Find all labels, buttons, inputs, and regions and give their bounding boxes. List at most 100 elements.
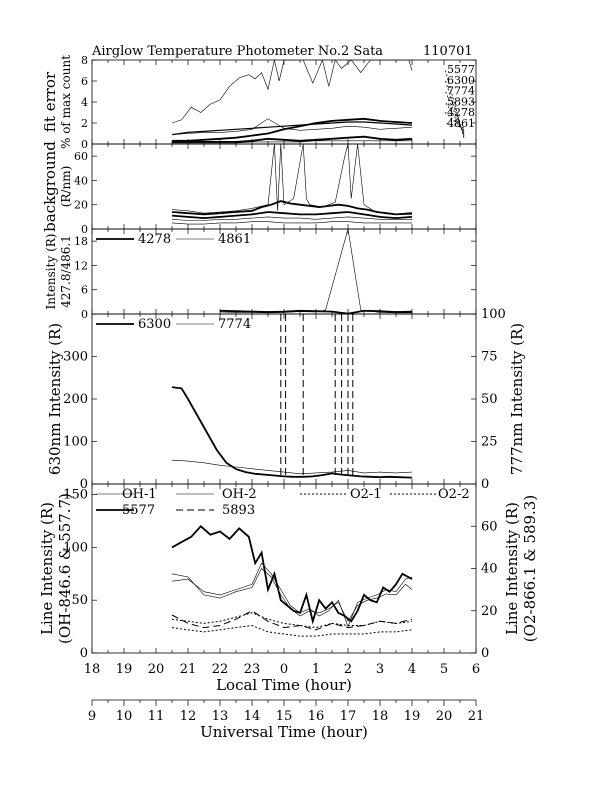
panel-fit: 0 2 4 6 8 fit error% of max count 557763007774…: [41, 54, 477, 151]
y-tick-right-label: 100: [481, 307, 506, 322]
y-tick-right-label: 50: [481, 392, 498, 407]
y-tick-right-label: 60: [481, 519, 498, 534]
y-axis-label-2: (R/nm): [59, 166, 73, 208]
series-line-6300: [171, 144, 412, 215]
x-tick-label-ut: 9: [88, 709, 96, 724]
y-tick-label: 12: [74, 259, 88, 272]
panel-frame: [91, 59, 477, 145]
series-group: [171, 525, 413, 637]
panel-frame: [91, 313, 477, 485]
y-tick-label: 300: [63, 350, 88, 365]
y-axis-label: fit error: [41, 71, 59, 132]
x-axis-label-local: Local Time (hour): [216, 676, 352, 694]
x-tick-label-local: 23: [244, 662, 261, 677]
series-line-4861: [172, 140, 412, 144]
y-tick-label: 4: [81, 96, 88, 109]
y-tick-label: 0: [80, 477, 88, 492]
x-tick-label-local: 0: [280, 662, 288, 677]
y-tick-label: 0: [81, 308, 88, 321]
legend-label: 7774: [218, 317, 251, 332]
x-tick-label-local: 4: [408, 662, 416, 677]
legend-label: 5893: [447, 95, 475, 108]
x-tick-label-local: 2: [344, 662, 352, 677]
panel-bg: 0 20 40 60 background (R/nm): [41, 141, 477, 236]
x-tick-label-local: 18: [84, 662, 101, 677]
y-tick-label: 0: [80, 646, 88, 661]
legend-label: 4278: [138, 232, 171, 247]
x-tick-label-ut: 17: [340, 709, 357, 724]
series-line-4861: [219, 229, 412, 314]
x-tick-label-local: 6: [472, 662, 480, 677]
x-tick-label-ut: 19: [404, 709, 421, 724]
series-line-5577: [171, 200, 413, 216]
y-axis-label-2: % of max count: [59, 55, 73, 149]
y-tick-label: 0: [81, 138, 88, 151]
y-tick-right-label: 75: [481, 350, 498, 365]
y-tick-label: 100: [63, 435, 88, 450]
y-tick-label: 0: [81, 223, 88, 236]
y-tick-label: 6: [81, 284, 88, 297]
y-tick-right-label: 40: [481, 562, 498, 577]
chart-date: 110701: [423, 44, 473, 59]
y-tick-label: 40: [74, 174, 88, 187]
x-tick-label-ut: 10: [116, 709, 133, 724]
y-tick-label: 6: [81, 75, 88, 88]
panel-blue: 0 6 12 18 Intensity (R) 427.8/486.1 4278 4861: [44, 228, 477, 321]
series-line-5577: [171, 525, 413, 625]
series-line-7774: [171, 118, 413, 135]
series-group: [219, 229, 413, 314]
x-tick-label-ut: 15: [276, 709, 293, 724]
x-tick-label-ut: 14: [244, 709, 261, 724]
chart-title: Airglow Temperature Photometer No.2 Sata: [91, 44, 383, 59]
legend-label: O2-2: [438, 487, 470, 502]
x-tick-label-ut: 21: [468, 709, 485, 724]
series-group: [171, 144, 413, 225]
x-tick-label-local: 20: [148, 662, 165, 677]
x-tick-label-local: 3: [376, 662, 384, 677]
y-axis-label: 630nm Intensity (R): [46, 323, 64, 475]
x-tick-label-ut: 18: [372, 709, 389, 724]
legend-label: 4861: [218, 232, 251, 247]
y-axis-label: background: [41, 141, 59, 232]
y-axis-label-2: 427.8/486.1: [59, 235, 73, 308]
y-tick-right-label: 20: [481, 604, 498, 619]
legend-label: O2-1: [350, 487, 382, 502]
x-tick-label-ut: 12: [180, 709, 197, 724]
x-tick-label-local: 22: [212, 662, 229, 677]
panel-frame: [91, 143, 477, 230]
x-tick-label-local: 19: [116, 662, 133, 677]
x-tick-label-local: 1: [312, 662, 320, 677]
legend-label: 5893: [222, 503, 255, 518]
series-line-5893: [171, 216, 412, 221]
y-axis-label-2: (OH-846.6 & 557.7): [56, 493, 74, 644]
series-line-6300: [172, 117, 413, 142]
series-line-5893: [171, 610, 413, 631]
y-tick-right-label: 0: [481, 646, 489, 661]
series-line-4278: [172, 135, 413, 143]
series-line-4278: [219, 309, 413, 314]
x-axis-label-ut: Universal Time (hour): [200, 723, 368, 741]
y-tick-label: 200: [63, 392, 88, 407]
legend-label: 7774: [447, 85, 475, 98]
y-tick-label: 2: [81, 117, 88, 130]
legend-leader: [444, 122, 465, 129]
x-tick-label-ut: 16: [308, 709, 325, 724]
y-tick-label: 60: [74, 150, 88, 163]
y-tick-label: 150: [63, 488, 88, 503]
series-group: [171, 60, 413, 144]
series-line-5577: [171, 60, 413, 124]
legend-label: OH-2: [222, 487, 257, 502]
y-tick-label: 20: [74, 199, 88, 212]
y-axis-label: Intensity (R): [44, 234, 58, 310]
x-tick-label-ut: 13: [212, 709, 229, 724]
y-tick-right-label: 0: [481, 477, 489, 492]
x-tick-label-ut: 11: [148, 709, 165, 724]
legend-label: 4861: [447, 117, 475, 130]
x-tick-label-local: 21: [180, 662, 197, 677]
series-line-5893: [171, 121, 413, 136]
y-tick-label: 50: [71, 593, 88, 608]
legend-label: 5577: [447, 63, 475, 76]
series-line-7774: [171, 459, 413, 475]
